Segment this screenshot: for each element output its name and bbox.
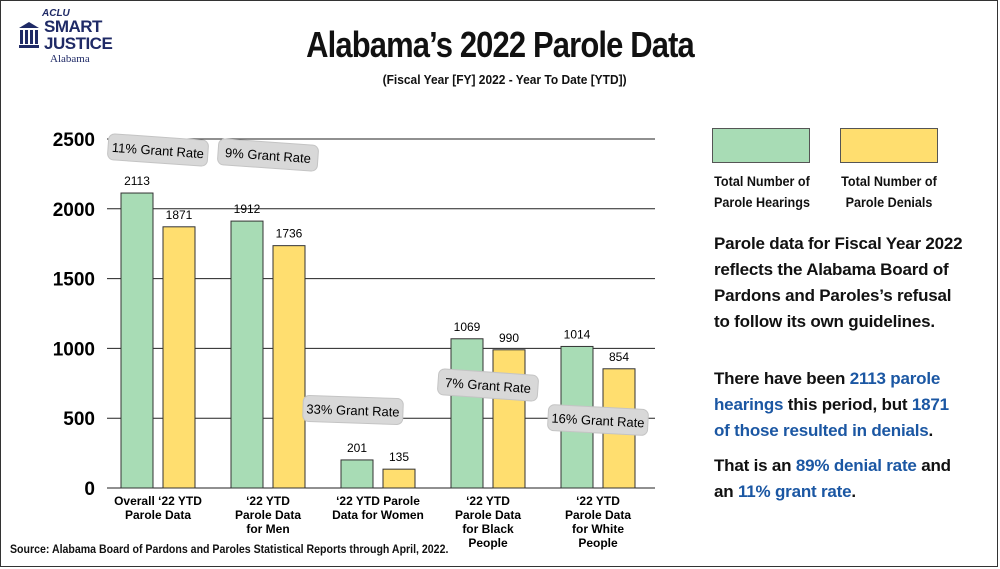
bar-value-label: 990 — [499, 331, 519, 345]
bar-denials — [382, 468, 416, 489]
p2-text-a: There have been — [714, 369, 850, 388]
logo-columns-icon — [19, 22, 39, 48]
p2-highlight-hearings: 2113 parole hearings — [714, 369, 941, 414]
bar-hearings — [450, 338, 484, 489]
bar-value-label: 1736 — [276, 227, 303, 241]
bar-value-label: 2113 — [124, 174, 150, 188]
x-category-label: ‘22 YTD Parole Data for Men — [235, 494, 301, 536]
source-note: Source: Alabama Board of Pardons and Par… — [10, 544, 449, 556]
grant-rate-badge-bg — [302, 394, 404, 426]
legend-denials-line1: Total Number of — [841, 173, 937, 189]
y-tick-label: 1500 — [53, 270, 95, 291]
p3-highlight-denial-rate: 89% denial rate — [795, 456, 917, 475]
p2-text-e: . — [928, 421, 934, 440]
bar-value-label: 135 — [389, 450, 409, 464]
grant-rate-label: 16% Grant Rate — [551, 411, 645, 431]
logo-state: Alabama — [50, 53, 90, 65]
p3-text-c: and an — [714, 456, 951, 501]
x-category-line: Data for Women — [332, 508, 424, 522]
p2-text-c: this period, but — [783, 395, 912, 414]
grant-rate-label: 33% Grant Rate — [306, 401, 400, 419]
p3-text-e: . — [851, 482, 856, 501]
grant-rate-badge: 33% Grant Rate — [302, 394, 404, 426]
grant-rate-badge: 11% Grant Rate — [107, 133, 209, 167]
bar-value-label: 854 — [609, 350, 629, 364]
bar-denials — [162, 226, 196, 489]
summary-paragraph-3: That is an 89% denial rate and an 11% gr… — [714, 453, 964, 505]
x-category-label: Overall ‘22 YTD Parole Data — [114, 494, 202, 522]
x-category-line: Parole Data — [125, 508, 191, 522]
x-category-line: Parole Data — [565, 508, 631, 522]
x-category-line: Overall ‘22 YTD — [114, 494, 202, 508]
x-category-line: ‘22 YTD — [576, 494, 620, 508]
bar-hearings — [120, 192, 154, 489]
y-tick-label: 0 — [84, 479, 95, 500]
grant-rate-badge: 7% Grant Rate — [437, 368, 539, 402]
p3-text-a: That is an — [714, 456, 796, 475]
grant-rate-badge: 16% Grant Rate — [547, 404, 649, 436]
logo-justice: JUSTICE — [44, 34, 113, 53]
bar-value-label: 1871 — [166, 208, 193, 222]
grant-rate-label: 11% Grant Rate — [111, 140, 204, 161]
chart-title: Alabama’s 2022 Parole Data — [306, 24, 695, 65]
legend-swatch-hearings — [712, 128, 810, 163]
p2-highlight-denials: 1871 of those resulted in denials — [714, 395, 949, 440]
summary-paragraph-1: Parole data for Fiscal Year 2022 reflect… — [714, 234, 963, 331]
x-category-label: ‘22 YTD Parole Data for Women — [332, 494, 424, 522]
legend-denials-line2: Parole Denials — [845, 194, 933, 210]
aclu-smart-justice-logo: ACLU SMART JUSTICE Alabama — [18, 8, 128, 68]
x-category-line: for Men — [246, 522, 289, 536]
legend-hearings-line1: Total Number of — [714, 173, 810, 189]
legend-swatch-denials — [840, 128, 938, 163]
legend-label-denials: Total Number of Parole Denials — [835, 171, 943, 213]
x-category-label: ‘22 YTD Parole Data for Black People — [455, 494, 521, 550]
grant-rate-badge-bg — [217, 138, 319, 172]
bar-value-label: 1912 — [234, 202, 261, 216]
y-tick-label: 1000 — [53, 339, 95, 360]
x-category-line: Parole Data — [455, 508, 521, 522]
bar-hearings — [230, 220, 264, 489]
grant-rate-badge-bg — [107, 133, 209, 167]
y-tick-label: 2000 — [53, 200, 95, 221]
legend-label-hearings: Total Number of Parole Hearings — [708, 171, 816, 213]
bar-denials — [272, 245, 306, 489]
y-tick-label: 500 — [63, 409, 95, 430]
x-category-line: for Black — [462, 522, 514, 536]
x-category-line: for White — [572, 522, 624, 536]
grant-rate-badge-bg — [547, 404, 649, 436]
bar-value-label: 201 — [347, 441, 367, 455]
grant-rate-label: 7% Grant Rate — [445, 375, 532, 396]
grant-rate-badge: 9% Grant Rate — [217, 138, 319, 172]
y-tick-label: 2500 — [53, 130, 95, 151]
x-category-label: ‘22 YTD Parole Data for White People — [565, 494, 631, 550]
bar-hearings — [340, 459, 374, 489]
logo-smart: SMART — [44, 17, 102, 36]
bar-denials — [492, 349, 526, 489]
x-category-line: Parole Data — [235, 508, 301, 522]
logo-org: ACLU — [42, 8, 70, 19]
bar-value-label: 1069 — [454, 320, 481, 334]
summary-paragraph-2: There have been 2113 parole hearings thi… — [714, 366, 964, 444]
legend-hearings-line2: Parole Hearings — [714, 194, 810, 210]
p3-highlight-grant-rate: 11% grant rate — [737, 482, 852, 501]
x-category-line: ‘22 YTD Parole — [336, 494, 420, 508]
x-category-line: People — [578, 536, 618, 550]
grant-rate-label: 9% Grant Rate — [225, 145, 312, 166]
x-category-line: People — [468, 536, 508, 550]
grant-rate-badge-bg — [437, 368, 539, 402]
bar-value-label: 1014 — [564, 327, 591, 341]
x-category-line: ‘22 YTD — [466, 494, 510, 508]
chart-subtitle: (Fiscal Year [FY] 2022 - Year To Date [Y… — [382, 72, 627, 87]
x-category-line: ‘22 YTD — [246, 494, 290, 508]
